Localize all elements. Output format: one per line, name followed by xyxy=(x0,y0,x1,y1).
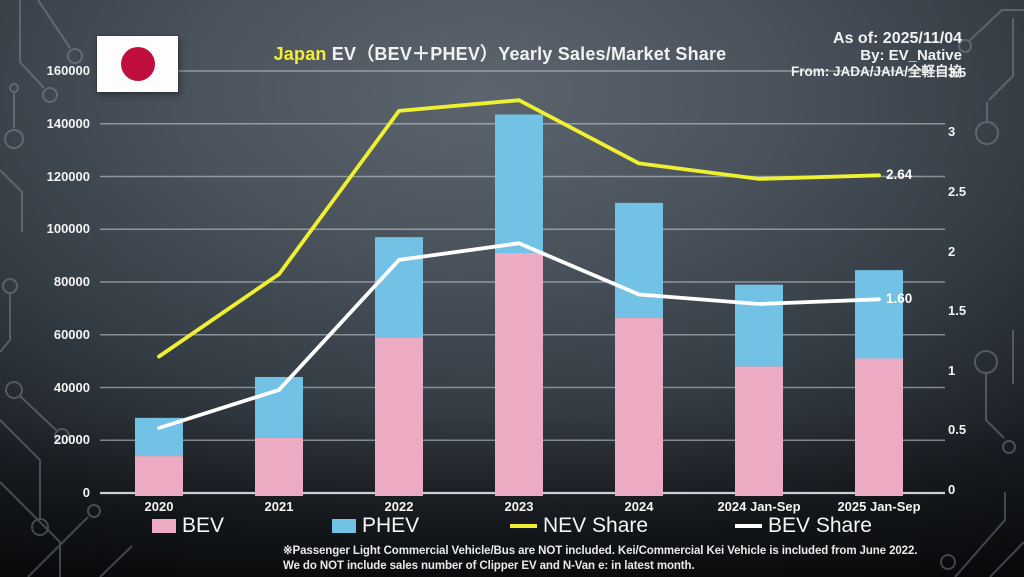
bar-phev-2024 Jan-Sep xyxy=(735,284,783,367)
bar-phev-2021 xyxy=(255,376,303,438)
x-axis-label: 2020 xyxy=(144,499,174,514)
right-axis-tick-label: 1 xyxy=(948,362,956,378)
legend-label-bev-share: BEV Share xyxy=(768,514,872,537)
bar-phev-2024 xyxy=(615,202,663,318)
nev-share-line xyxy=(157,98,881,359)
x-axis-label: 2021 xyxy=(264,499,294,514)
line-end-label-bev-share: 1.60 xyxy=(886,290,913,306)
japan-flag xyxy=(97,36,178,92)
left-axis-tick-label: 60000 xyxy=(53,326,90,342)
bev-share-line xyxy=(157,241,881,430)
right-axis-tick-label: 3 xyxy=(948,124,956,140)
footnote: ※Passenger Light Commercial Vehicle/Bus … xyxy=(283,544,917,573)
bar-bev-2020 xyxy=(135,456,183,496)
x-axis-label: 2024 xyxy=(624,499,654,514)
left-axis-tick-label: 160000 xyxy=(46,63,90,78)
left-axis-tick-label: 20000 xyxy=(53,432,90,448)
flag-red-circle-icon xyxy=(120,47,155,81)
phev-swatch-icon xyxy=(332,519,356,533)
left-axis-tick-label: 100000 xyxy=(46,221,90,237)
bar-bev-2021 xyxy=(255,437,303,496)
bar-bev-2022 xyxy=(375,337,423,496)
right-axis-tick-label: 0 xyxy=(948,482,956,497)
line-end-label-nev-share: 2.64 xyxy=(886,166,913,182)
right-axis-tick-label: 0.5 xyxy=(948,422,967,438)
bar-bev-2024 xyxy=(615,317,663,496)
nev-share-line-swatch-icon xyxy=(510,524,537,528)
left-axis-tick-label: 80000 xyxy=(53,274,90,289)
chart-title: Japan EV（BEV＋PHEV）Yearly Sales/Market Sh… xyxy=(0,40,1000,66)
header-meta: As of: 2025/11/04 By: EV_Native From: JA… xyxy=(791,31,962,79)
footnote-line-2: We do NOT include sales number of Clippe… xyxy=(283,559,695,572)
legend-item-bev: BEV xyxy=(152,513,224,539)
x-axis-label: 2022 xyxy=(384,499,414,514)
left-axis-tick-label: 120000 xyxy=(46,168,90,184)
bar-phev-2023 xyxy=(495,114,543,253)
right-axis-tick-label: 1.5 xyxy=(948,303,967,319)
bar-bev-2024 Jan-Sep xyxy=(735,366,783,496)
right-axis-tick-label: 2 xyxy=(948,243,956,259)
bar-bev-2025 Jan-Sep xyxy=(855,358,903,496)
bar-phev-2022 xyxy=(375,237,423,338)
title-highlight: Japan xyxy=(273,44,327,64)
bev-swatch-icon xyxy=(152,519,176,533)
legend-item-nev-share: NEV Share xyxy=(510,513,648,539)
legend: BEV PHEV NEV Share BEV Share xyxy=(0,513,1024,539)
bar-phev-2025 Jan-Sep xyxy=(855,270,903,359)
legend-item-bev-share: BEV Share xyxy=(735,513,872,539)
x-axis-label: 2023 xyxy=(504,499,534,514)
right-axis-tick-label: 2.5 xyxy=(948,184,967,199)
legend-label-bev: BEV xyxy=(182,514,225,537)
legend-item-phev: PHEV xyxy=(332,513,419,539)
footnote-line-1: ※Passenger Light Commercial Vehicle/Bus … xyxy=(283,545,918,557)
left-axis-tick-label: 40000 xyxy=(53,379,90,395)
bar-bev-2023 xyxy=(495,252,543,496)
legend-label-phev: PHEV xyxy=(362,514,420,537)
left-axis-tick-label: 0 xyxy=(82,485,90,500)
right-axis-tick-label: 3.5 xyxy=(948,64,967,80)
as-of-date: As of: 2025/11/04 xyxy=(833,30,962,47)
left-axis-tick-label: 140000 xyxy=(46,115,90,131)
x-axis-label: 2025 Jan-Sep xyxy=(837,499,921,514)
title-text: EV（BEV＋PHEV）Yearly Sales/Market Share xyxy=(326,44,727,64)
author: By: EV_Native xyxy=(860,47,962,64)
bev-share-line-swatch-icon xyxy=(735,524,762,528)
x-axis-label: 2024 Jan-Sep xyxy=(717,499,801,514)
data-source: From: JADA/JAIA/全軽自協 xyxy=(790,64,962,79)
legend-label-nev-share: NEV Share xyxy=(543,514,649,537)
